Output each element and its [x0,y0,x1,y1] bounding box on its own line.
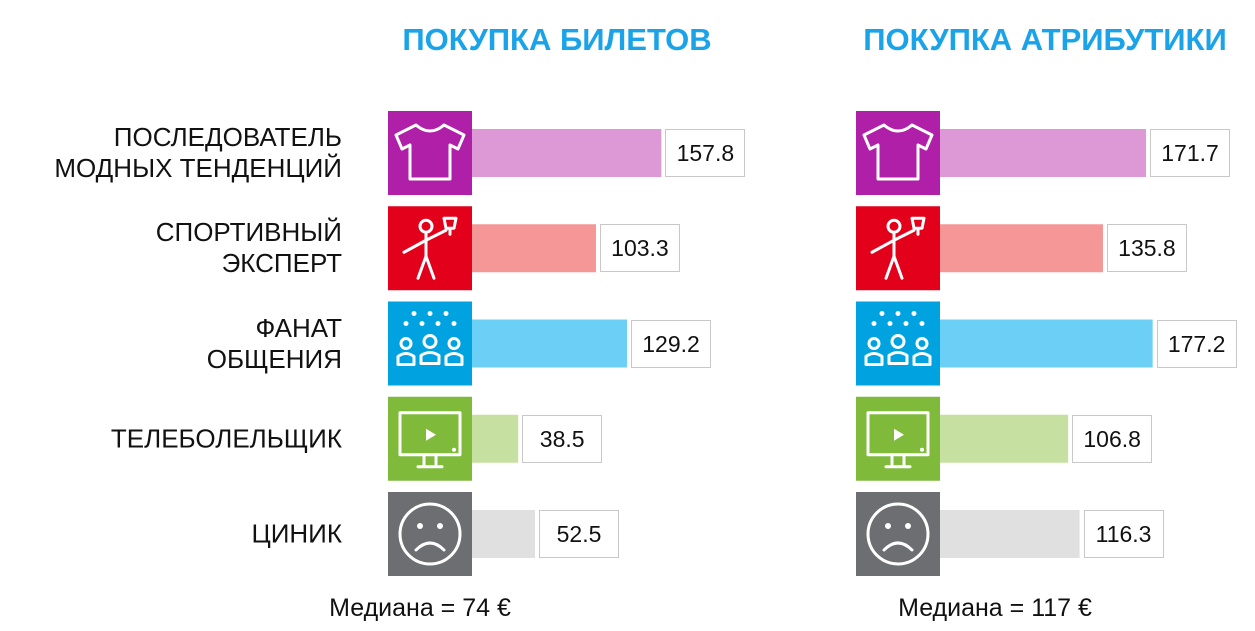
icon-led [920,447,924,452]
bar [472,414,519,463]
icon-dot [451,321,457,326]
icon-figure [870,216,926,280]
icon-dot [903,321,909,326]
icon [862,123,934,181]
median-note: Медиана = 74 € [329,594,511,622]
value-label: 129.2 [631,319,712,368]
icon-person [399,337,413,350]
bar [472,510,535,558]
chart-title: ПОКУПКА АТРИБУТИКИ [863,22,1227,57]
value-label: 103.3 [599,224,680,273]
bar [940,129,1147,177]
icon-stand [884,453,912,469]
icon [398,411,462,469]
icon-box [388,206,472,291]
value-label: 52.5 [539,510,619,558]
bar [472,129,662,177]
icon-shirt [862,123,934,181]
icon-body [912,352,932,366]
icon-body [864,352,884,366]
icon-figure [402,216,458,280]
icon-dot [427,311,433,316]
bar [940,224,1103,273]
icon-dot [879,311,885,316]
value-label: 177.2 [1156,319,1237,368]
icon-tv [866,411,930,457]
icon-shirt [394,123,466,181]
icon-eye [885,523,891,529]
icon-mouth [882,541,914,552]
bar [940,510,1080,558]
median-note: Медиана = 117 € [898,594,1092,622]
icon-body [887,351,909,365]
icon-body [444,352,464,366]
icon [396,311,464,366]
icon [398,502,462,566]
icon-box [856,492,940,576]
icon-body [396,352,416,366]
icon-dot [411,311,417,316]
value-label: 171.7 [1150,129,1231,177]
value-label: 106.8 [1072,414,1153,463]
icon-box [388,111,472,195]
icon-body [419,351,441,365]
value-label: 157.8 [665,129,746,177]
icon-head [886,218,902,234]
icon-person [890,334,906,349]
icon [870,216,926,280]
icon-face [398,502,462,566]
icon-person [915,337,929,350]
icon [394,123,466,181]
value-label: 116.3 [1083,510,1164,558]
icon-dot [403,321,409,326]
icon [402,216,458,280]
value-label: 38.5 [522,414,603,463]
bar [472,224,596,273]
icon-led [452,447,456,452]
icon-stand [416,453,444,469]
icon-box [388,492,472,576]
icon [864,311,932,366]
icon-box [856,111,940,195]
category-label: ЦИНИК [251,518,342,549]
category-label: СПОРТИВНЫЙ ЭКСПЕРТ [155,217,342,279]
icon-eye [417,523,423,529]
icon-dot [919,321,925,326]
icon-eye [905,523,911,529]
category-label: ТЕЛЕБОЛЕЛЬЩИК [110,423,342,454]
icon [866,411,930,469]
icon-dot [435,321,441,326]
icon-box [856,206,940,291]
icon-dot [911,311,917,316]
icon-dot [443,311,449,316]
icon-person [447,337,461,350]
icon-tv [398,411,462,457]
icon-mouth [414,541,446,552]
bar [940,414,1069,463]
icon-person [867,337,881,350]
icon-head [418,218,434,234]
value-label: 135.8 [1106,224,1187,273]
icon-play [426,428,436,441]
category-label: ФАНАТ ОБЩЕНИЯ [206,312,342,374]
icon-dot [871,321,877,326]
icon [866,502,930,566]
bar [940,319,1153,368]
icon-face [866,502,930,566]
chart-title: ПОКУПКА БИЛЕТОВ [402,22,712,57]
icon-person [422,334,438,349]
icon-dot [419,321,425,326]
icon-dot [887,321,893,326]
icon-play [894,428,904,441]
bar [472,319,628,368]
icon-eye [437,523,443,529]
category-label: ПОСЛЕДОВАТЕЛЬ МОДНЫХ ТЕНДЕНЦИЙ [54,122,342,183]
icon-dot [895,311,901,316]
